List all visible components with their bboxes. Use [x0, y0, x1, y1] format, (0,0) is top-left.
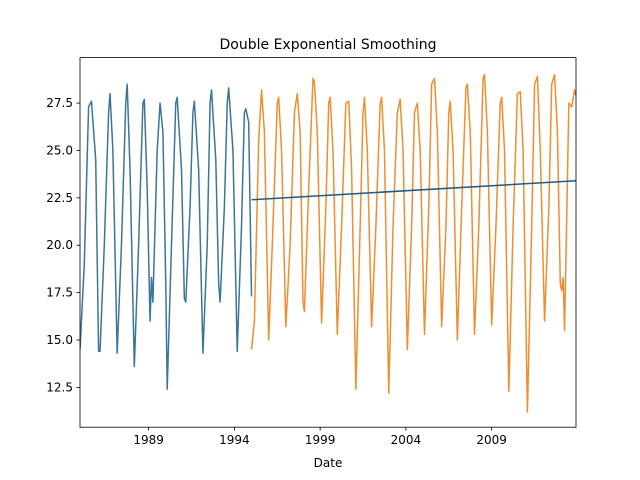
plot-frame	[79, 57, 577, 428]
y-tick-label: 12.5	[46, 380, 73, 394]
chart-title: Double Exponential Smoothing	[220, 37, 437, 53]
x-tick-label: 2009	[476, 433, 507, 447]
x-axis-title: Date	[314, 456, 343, 470]
series-line-forecast	[251, 180, 576, 201]
y-tick-label: 27.5	[46, 96, 73, 110]
series-line-test	[250, 73, 576, 413]
x-tick-label: 2004	[391, 433, 422, 447]
series-layer	[80, 73, 576, 413]
y-tick-label: 25.0	[46, 143, 73, 157]
series-line-train	[80, 83, 253, 391]
x-tick-label: 1999	[305, 433, 336, 447]
y-tick-label: 20.0	[46, 238, 73, 252]
y-axis-ticks: 12.5 15.0 17.5 20.0 22.5 25.0 27.5	[46, 96, 80, 394]
y-tick-label: 17.5	[46, 286, 73, 300]
plot-area	[79, 57, 577, 428]
x-tick-label: 1994	[219, 433, 250, 447]
y-tick-label: 22.5	[46, 191, 73, 205]
x-tick-label: 1989	[133, 433, 164, 447]
y-tick-label: 15.0	[46, 333, 73, 347]
x-axis-ticks: 1989 1994 1999 2004 2009	[133, 427, 507, 447]
